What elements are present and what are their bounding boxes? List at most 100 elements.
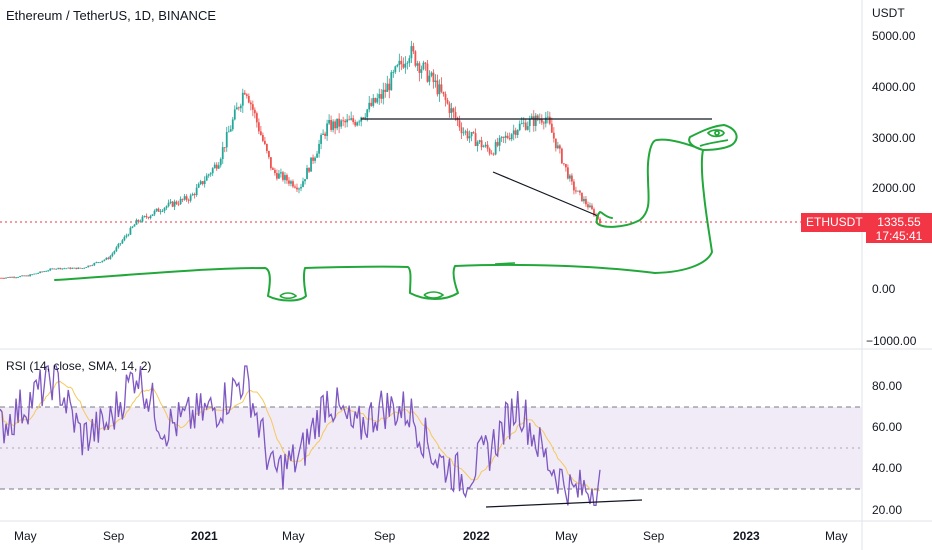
- candle-body: [11, 276, 13, 278]
- candle-body: [171, 201, 174, 207]
- candle-body: [25, 275, 27, 277]
- symbol-tag: ETHUSDT: [801, 213, 868, 232]
- candle-body: [468, 136, 471, 139]
- candle-body: [7, 277, 9, 278]
- candle-body: [163, 207, 166, 211]
- candle-body: [502, 136, 505, 138]
- rsi-title: RSI (14, close, SMA, 14, 2): [6, 359, 152, 373]
- dinosaur-foot-1[interactable]: [279, 292, 298, 300]
- candle-body: [424, 62, 427, 64]
- candle-body: [270, 157, 272, 169]
- candle-body: [257, 122, 260, 132]
- candle-body: [564, 163, 567, 168]
- candle-body: [177, 203, 180, 205]
- candle-body: [288, 180, 290, 184]
- candle-body: [85, 267, 88, 268]
- candle-body: [448, 103, 451, 114]
- candle-body: [310, 157, 312, 172]
- last-price-tag: 1335.55 17:45:41: [866, 213, 932, 243]
- candle-body: [211, 168, 214, 174]
- candle-body: [340, 120, 343, 127]
- candle-body: [562, 163, 565, 165]
- candle-body: [87, 265, 90, 268]
- candle-body: [280, 172, 282, 174]
- candle-body: [496, 142, 499, 146]
- candle-body: [95, 262, 98, 264]
- support-trendline[interactable]: [492, 171, 599, 217]
- candles: [0, 40, 601, 279]
- chart-title: Ethereum / TetherUS, 1D, BINANCE: [6, 8, 217, 23]
- candle-body: [43, 271, 46, 273]
- candle-body: [253, 109, 256, 114]
- x-tick-2022: 2022: [463, 529, 490, 543]
- candle-body: [215, 164, 218, 169]
- dinosaur-drawing[interactable]: [54, 124, 738, 302]
- dinosaur-tail-mark[interactable]: [494, 262, 516, 265]
- candle-body: [5, 277, 7, 279]
- candle-body: [284, 175, 286, 180]
- candle-body: [434, 80, 437, 83]
- candle-body: [292, 181, 294, 187]
- last-price: 1335.55: [877, 215, 921, 229]
- candle-body: [31, 274, 34, 276]
- candle-body: [261, 135, 264, 141]
- candle-body: [587, 204, 589, 208]
- candle-body: [213, 164, 216, 169]
- candle-body: [460, 127, 463, 134]
- candle-body: [203, 180, 206, 185]
- candle-body: [117, 243, 120, 248]
- candle-body: [155, 208, 158, 211]
- dinosaur-mouth[interactable]: [699, 139, 729, 147]
- candle-body: [500, 136, 503, 138]
- candle-body: [137, 219, 140, 222]
- candle-body: [410, 46, 413, 59]
- candle-body: [39, 271, 42, 274]
- candle-body: [175, 201, 178, 204]
- candle-body: [444, 93, 447, 101]
- candle-body: [482, 146, 485, 148]
- candle-body: [362, 117, 365, 119]
- candle-body: [544, 117, 547, 124]
- candle-body: [506, 135, 509, 138]
- x-tick-sep-2021: Sep: [374, 529, 396, 543]
- candle-body: [27, 275, 29, 277]
- candle-body: [575, 190, 577, 192]
- candle-body: [135, 219, 138, 225]
- candle-body: [300, 186, 302, 189]
- candle-body: [476, 142, 479, 147]
- candle-body: [358, 121, 361, 123]
- candle-body: [121, 240, 124, 244]
- candle-body: [249, 102, 252, 105]
- candle-body: [454, 111, 457, 118]
- candle-body: [159, 211, 162, 213]
- candle-body: [593, 209, 595, 216]
- candle-body: [326, 123, 328, 136]
- rsi-lines: [0, 365, 601, 507]
- candle-body: [75, 267, 78, 269]
- candle-body: [536, 115, 539, 120]
- candle-body: [472, 132, 475, 134]
- candle-body: [71, 268, 74, 269]
- candle-body: [512, 130, 515, 135]
- countdown: 17:45:41: [875, 229, 923, 243]
- candle-body: [552, 132, 555, 139]
- candle-body: [241, 92, 244, 106]
- candle-body: [332, 121, 335, 130]
- candle-body: [304, 179, 306, 182]
- candle-body: [416, 63, 419, 66]
- candle-body: [83, 267, 86, 269]
- candle-body: [229, 129, 232, 132]
- candle-body: [255, 113, 258, 123]
- candle-body: [149, 215, 152, 219]
- candle-body: [577, 190, 579, 192]
- candle-body: [336, 118, 339, 129]
- candle-body: [550, 123, 553, 133]
- candle-body: [209, 173, 212, 175]
- candle-body: [538, 119, 541, 121]
- dinosaur-foot-2[interactable]: [423, 291, 445, 299]
- candle-body: [107, 257, 110, 259]
- dinosaur-eye[interactable]: [706, 129, 726, 138]
- candle-body: [573, 181, 575, 191]
- rsi-trendline[interactable]: [485, 499, 643, 508]
